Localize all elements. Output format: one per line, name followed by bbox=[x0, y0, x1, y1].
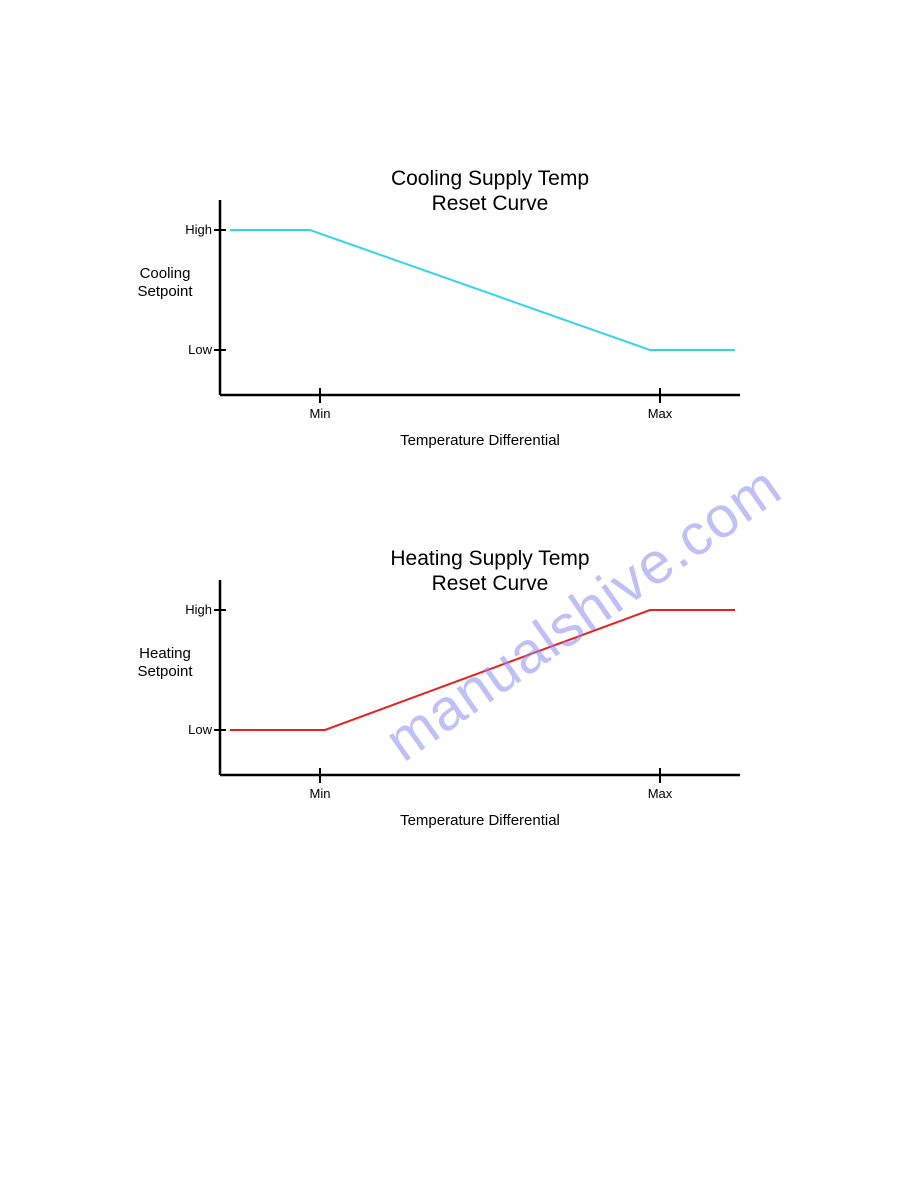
cooling-chart-title-line2: Reset Curve bbox=[432, 192, 549, 215]
heating-chart-title-line1: Heating Supply Temp bbox=[390, 550, 589, 570]
cooling-ytick-high: High bbox=[185, 222, 212, 237]
cooling-data-line bbox=[230, 230, 735, 350]
cooling-chart: Cooling Supply Temp Reset Curve Cooling … bbox=[130, 170, 780, 470]
heating-chart-svg: Heating Supply Temp Reset Curve Heating … bbox=[130, 550, 780, 850]
heating-ylabel-line2: Setpoint bbox=[137, 663, 193, 680]
heating-chart-title-line2: Reset Curve bbox=[432, 572, 549, 595]
heating-data-line bbox=[230, 610, 735, 730]
cooling-xlabel: Temperature Differential bbox=[400, 432, 560, 449]
cooling-ytick-low: Low bbox=[188, 342, 212, 357]
cooling-chart-svg: Cooling Supply Temp Reset Curve Cooling … bbox=[130, 170, 780, 470]
heating-chart: Heating Supply Temp Reset Curve Heating … bbox=[130, 550, 780, 850]
cooling-ylabel-line2: Setpoint bbox=[137, 283, 193, 300]
cooling-chart-title-line1: Cooling Supply Temp bbox=[391, 170, 589, 190]
heating-xtick-max: Max bbox=[648, 786, 673, 801]
page-container: Cooling Supply Temp Reset Curve Cooling … bbox=[0, 0, 918, 1188]
cooling-ylabel-line1: Cooling bbox=[140, 265, 191, 282]
cooling-xtick-min: Min bbox=[310, 406, 331, 421]
heating-ytick-low: Low bbox=[188, 722, 212, 737]
heating-ytick-high: High bbox=[185, 602, 212, 617]
cooling-xtick-max: Max bbox=[648, 406, 673, 421]
heating-xlabel: Temperature Differential bbox=[400, 812, 560, 829]
heating-xtick-min: Min bbox=[310, 786, 331, 801]
heating-ylabel-line1: Heating bbox=[139, 645, 191, 662]
